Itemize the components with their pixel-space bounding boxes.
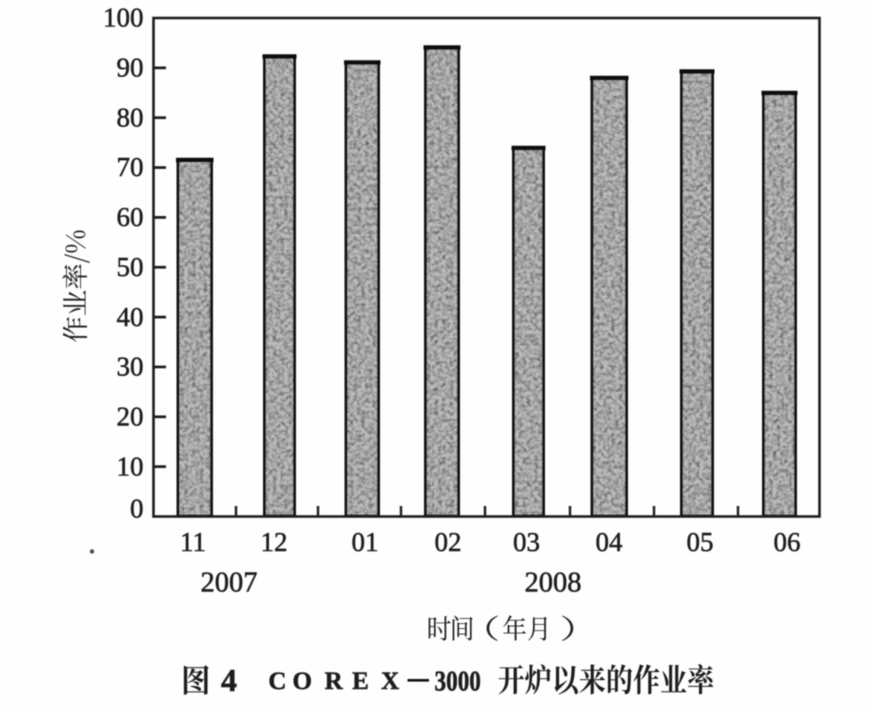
svg-text:60: 60 [117,202,144,232]
svg-text:2007: 2007 [201,568,258,599]
svg-text:20: 20 [117,402,144,432]
svg-text:C: C [268,668,286,695]
svg-text:80: 80 [117,102,144,132]
svg-text:06: 06 [774,527,801,557]
svg-text:30: 30 [117,352,144,382]
svg-text:02: 02 [435,527,462,557]
svg-text:03: 03 [513,527,540,557]
svg-text:0: 0 [130,494,144,524]
svg-text:90: 90 [117,53,144,83]
svg-text:01: 01 [352,527,379,557]
svg-text:05: 05 [687,527,714,557]
svg-text:40: 40 [117,302,144,332]
svg-text:O: O [292,668,311,695]
svg-text:50: 50 [117,252,144,282]
svg-text:70: 70 [117,152,144,182]
svg-text:2008: 2008 [525,568,582,599]
svg-text:X: X [381,668,399,695]
svg-text:4: 4 [221,662,237,698]
svg-text:04: 04 [596,527,624,557]
svg-text:E: E [352,668,369,695]
svg-text:11: 11 [180,527,206,557]
svg-text:10: 10 [117,451,144,481]
svg-text:3000: 3000 [435,665,481,697]
svg-text:100: 100 [103,3,144,33]
svg-text:R: R [325,668,344,695]
svg-text:12: 12 [261,527,288,557]
